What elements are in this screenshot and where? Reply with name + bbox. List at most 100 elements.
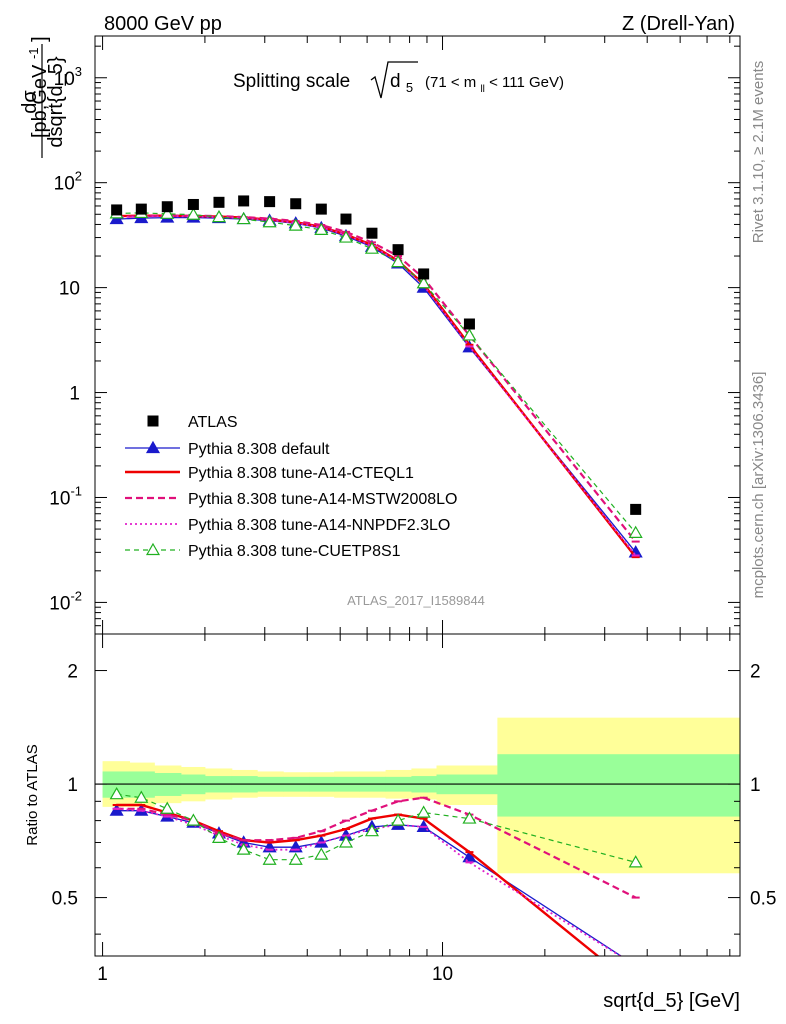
legend-label: Pythia 8.308 tune-CUETP8S1 [188, 543, 401, 560]
ratio-y-tick-label: 1 [67, 775, 78, 796]
ratio-point [338, 835, 354, 848]
y-tick-label: 10 [59, 279, 80, 300]
ratio-plot-area [95, 717, 740, 971]
y-tick-label: 10-2 [49, 588, 82, 614]
ylabel-denominator: dsqrt{d_5} [45, 56, 67, 148]
data-point [315, 203, 327, 215]
title-main: Splitting scale [233, 71, 350, 92]
series-point [262, 215, 277, 228]
x-axis-label: sqrt{d_5} [GeV] [603, 990, 740, 1012]
series-point [391, 254, 406, 268]
series-point [416, 276, 431, 289]
data-point [463, 318, 475, 330]
data-point [366, 227, 378, 239]
legend-entry: Pythia 8.308 tune-CUETP8S1 [125, 542, 401, 560]
ratio-point [416, 805, 431, 818]
header-left: 8000 GeV pp [104, 13, 222, 35]
plot-title: Splitting scale d 5 (71 < m ll < 111 GeV… [233, 61, 564, 99]
data-point [161, 201, 173, 213]
ratio-point [462, 811, 477, 824]
main-plot-area [109, 195, 643, 559]
main-panel: 10-2 10-1 1 10 102 103 Splitting scale d 5 (7… [19, 35, 741, 635]
legend-marker [147, 415, 159, 427]
data-point [213, 196, 225, 208]
series-line [116, 212, 637, 534]
ratio-y-tick-label: 2 [67, 662, 78, 683]
series-point [288, 218, 303, 231]
svg-text:Splitting scale: Splitting scale [233, 71, 350, 92]
legend-label: Pythia 8.308 tune-A14-NNPDF2.3LO [188, 517, 450, 534]
y-tick-label: 103 [54, 64, 82, 90]
ratio-series-pythia-8-308-tune-a14-cteql1 [112, 803, 600, 956]
mcplots-label: mcplots.cern.ch [arXiv:1306.3436] [750, 372, 767, 599]
data-point [238, 195, 250, 207]
main-x-ticks [102, 36, 731, 634]
data-point [418, 268, 430, 280]
ratio-line [116, 796, 637, 899]
ratio-y-tick-label-right: 1 [750, 775, 761, 796]
ratio-point [288, 852, 303, 865]
ratio-panel: 0.5 0.5 1 1 2 2 1 10 Ratio to ATLAS sqrt{d_5} … [24, 633, 776, 1012]
legend-entry: Pythia 8.308 tune-A14-NNPDF2.3LO [125, 517, 450, 534]
svg-text:d 5: d 5 [390, 71, 413, 95]
ratio-frame [94, 633, 741, 957]
legend-marker [145, 542, 161, 556]
ratio-point [391, 813, 406, 826]
data-point [111, 204, 123, 216]
legend-label: Pythia 8.308 tune-A14-CTEQL1 [188, 465, 414, 482]
data-point [264, 196, 276, 208]
header-right: Z (Drell-Yan) [622, 13, 735, 35]
title-cut-end: < 111 GeV) [489, 74, 564, 91]
series-point [314, 222, 329, 235]
ylabel-units-exp: -1 [26, 47, 41, 59]
ratio-point [314, 847, 329, 860]
ratio-point [186, 813, 201, 826]
title-cut: (71 < m [425, 74, 476, 91]
data-point [290, 198, 302, 210]
data-point [187, 198, 199, 210]
data-point [630, 503, 642, 515]
legend-entry: Pythia 8.308 tune-A14-MSTW2008LO [125, 491, 457, 508]
legend-entry: Pythia 8.308 default [125, 440, 330, 458]
watermark: ATLAS_2017_I1589844 [347, 593, 485, 608]
title-symbol: d [390, 71, 401, 92]
ratio-y-tick-label: 0.5 [52, 889, 78, 910]
series-point [236, 211, 251, 225]
legend-entry: Pythia 8.308 tune-A14-CTEQL1 [125, 465, 414, 482]
legend-marker [145, 440, 161, 454]
legend: ATLAS Pythia 8.308 default Pythia 8.308 tu… [125, 414, 457, 560]
series-point [338, 230, 354, 243]
data-point [392, 244, 404, 256]
sqrt-symbol-icon [370, 61, 418, 99]
svg-text:(71 < m ll <: (71 < m ll < 111 GeV) [425, 74, 564, 96]
x-tick-label: 10 [432, 964, 453, 985]
ratio-x-ticks: 1 10 [97, 634, 731, 985]
data-point [135, 203, 147, 215]
ratio-y-label: Ratio to ATLAS [24, 744, 41, 845]
svg-text:[pb,GeV -1 ]: [pb,GeV -1 ] [21, 36, 51, 138]
legend-label: Pythia 8.308 tune-A14-MSTW2008LO [188, 491, 457, 508]
ylabel-numerator: dσ [19, 90, 41, 114]
ratio-y-tick-label-right: 2 [750, 662, 761, 683]
ratio-point [134, 790, 149, 803]
ratio-point [364, 823, 379, 837]
legend-entry: ATLAS [147, 414, 238, 431]
series-point [186, 207, 201, 220]
uncertainty-band-stat [497, 754, 740, 817]
ratio-point [109, 803, 124, 816]
ylabel-units: [pb,GeV [29, 64, 51, 138]
ratio-y-tick-label-right: 0.5 [750, 889, 776, 910]
title-cut-sub: ll [480, 84, 484, 95]
series-atlas [111, 195, 642, 515]
main-y-ticks: 10-2 10-1 1 10 102 103 [49, 45, 740, 635]
y-tick-label: 1 [69, 384, 80, 405]
rivet-label: Rivet 3.1.10, ≥ 2.1M events [750, 61, 767, 244]
series-point [628, 525, 643, 538]
ratio-point [160, 801, 175, 814]
ratio-point [628, 855, 643, 868]
ratio-point [211, 830, 227, 843]
series-point [364, 241, 379, 254]
ratio-point [630, 960, 642, 971]
ratio-point [109, 786, 124, 800]
series-point [211, 209, 227, 223]
